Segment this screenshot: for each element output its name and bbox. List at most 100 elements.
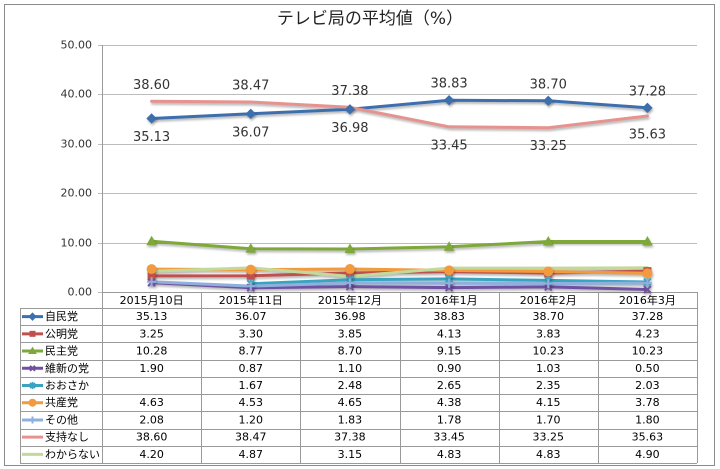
data-point-marker [344,264,355,275]
data-label: 38.60 [133,78,170,93]
data-point-marker [543,266,554,277]
table-cell: 1.83 [338,413,363,426]
data-point-marker [642,235,653,246]
legend-key-marker [29,365,36,372]
data-label: 33.45 [430,138,467,153]
table-cell: 38.70 [533,310,565,323]
legend-label: その他 [45,413,78,426]
y-tick-label: 0.00 [68,286,93,299]
table-cell: 4.53 [239,396,264,409]
table-cell: 35.13 [136,310,168,323]
data-point-marker [146,113,157,124]
data-point-marker [344,104,356,115]
table-cell: 3.15 [338,448,363,461]
data-label: 38.70 [530,77,567,92]
table-cell: 4.23 [635,327,660,340]
table-cell: 10.23 [632,345,664,358]
data-label: 35.63 [629,127,666,142]
legend-key-marker [29,382,36,389]
table-cell: 4.83 [437,448,462,461]
table-header-cell: 2015年11日 [219,293,283,307]
data-point-marker [147,277,157,287]
table-cell: 10.28 [136,345,168,358]
data-point-marker [642,278,652,288]
table-cell: 1.70 [536,413,561,426]
data-label: 37.28 [629,84,666,99]
table-cell: 1.78 [437,413,462,426]
table-cell: 37.38 [334,431,366,444]
table-cell: 33.25 [533,431,565,444]
data-label: 33.25 [530,139,567,154]
data-point-marker [443,94,455,106]
table-cell: 3.30 [239,327,264,340]
y-tick-label: 20.00 [61,187,93,200]
table-cell: 4.65 [338,396,363,409]
data-label: 36.07 [232,125,269,140]
series-markers [146,94,653,294]
data-point-marker [245,264,256,275]
data-label: 38.83 [430,77,467,92]
table-cell: 33.45 [433,431,465,444]
table-cell: 2.03 [635,379,660,392]
data-point-marker [543,279,553,289]
table-header-cell: 2016年1月 [421,293,478,307]
table-cell: 4.38 [437,396,462,409]
gridlines: 0.00 10.00 20.00 30.00 40.00 50.00 [61,39,697,299]
table-cell: 38.47 [235,431,267,444]
series-line-8 [150,266,649,278]
table-cell: 1.03 [536,362,561,375]
data-point-marker [444,265,455,276]
legend-label: おおさか [45,379,89,392]
table-cell: 9.15 [437,345,462,358]
data-point-marker [245,108,256,120]
table-cell: 1.90 [139,362,164,375]
legend-label: 自民党 [45,310,78,323]
table-cell: 8.77 [239,345,264,358]
data-point-marker [443,241,455,251]
table-cell: 36.07 [235,310,267,323]
table-cell: 3.78 [635,396,660,409]
table-cell: 4.90 [635,448,660,461]
y-tick-label: 10.00 [61,237,93,250]
legend-label: 維新の党 [45,361,89,375]
table-cell: 3.25 [139,327,164,340]
chart-frame [4,4,715,466]
legend-label: わからない [45,448,100,461]
table-cell: 2.48 [338,379,363,392]
table-header-cell: 2015年12月 [318,293,382,307]
table-cell: 1.80 [635,413,660,426]
table-cell: 3.83 [536,327,561,340]
table-cell: 4.13 [437,327,462,340]
table-cell: 1.67 [239,379,264,392]
data-point-marker [246,281,256,291]
data-label: 35.13 [133,130,170,145]
table-cell: 0.50 [635,362,660,375]
table-cell: 2.35 [536,379,561,392]
legend-label: 民主党 [45,345,78,358]
data-point-marker [642,102,653,114]
data-point-marker [146,264,157,275]
legend-label: 公明党 [45,327,78,340]
series-line-0 [150,98,649,120]
table-cell: 4.63 [139,396,164,409]
series-line-6 [150,280,649,288]
legend-key-marker [28,346,37,355]
data-labels: 35.13 38.60 36.07 38.47 36.98 37.38 38.83 33.45… [133,77,666,155]
data-label: 36.98 [331,121,368,136]
table-cell: 4.83 [536,448,561,461]
legend-key-marker [28,398,37,407]
data-label: 37.38 [331,84,368,99]
data-point-marker [444,278,454,288]
table-cell: 3.85 [338,327,363,340]
table-cell: 4.20 [139,448,164,461]
table-cell: 0.87 [239,362,264,375]
data-table: 2015月10日 2015年11日 2015年12月 2016年1月 2016年2月 20… [20,292,698,464]
data-label: 38.47 [232,78,269,93]
table-cell: 4.87 [239,448,264,461]
table-header-cell: 2015月10日 [120,294,184,307]
data-point-marker [643,285,652,294]
data-point-marker [245,243,257,253]
series-line-7 [150,99,649,130]
table-cell: 37.28 [632,310,664,323]
series-lines [150,98,649,291]
